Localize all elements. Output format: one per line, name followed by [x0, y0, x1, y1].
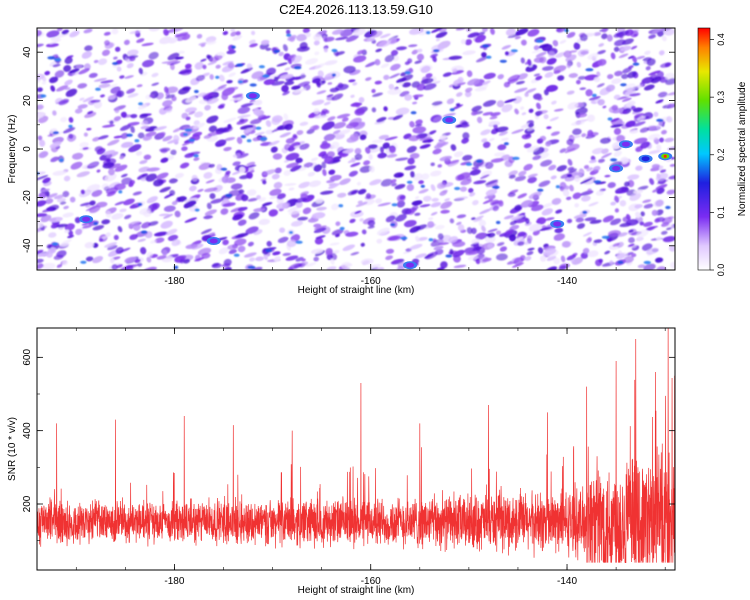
spectrogram-y-axis-label: Frequency (Hz) [7, 115, 18, 184]
figure-title: C2E4.2026.113.13.59.G10 [279, 2, 433, 17]
hotspot-8 [406, 262, 414, 268]
colorbar-ticks: 0.0 0.1 0.2 0.3 0.4 [710, 33, 726, 276]
y-tick-label: -20 [22, 190, 33, 205]
colorbar: 0.0 0.1 0.2 0.3 0.4 Normalized spectral ampl… [697, 27, 748, 276]
spectrogram-texture [37, 28, 675, 270]
y-tick-label: 200 [22, 495, 33, 512]
hotspot-peak [663, 154, 667, 158]
y-tick-label: 40 [22, 46, 33, 58]
x-tick-label: -160 [361, 276, 381, 287]
hotspot-3 [612, 165, 621, 171]
snr-axes: -180 -160 -140 200 400 600 [22, 328, 675, 587]
y-tick-label: 20 [22, 95, 33, 107]
colorbar-label: Normalized spectral amplitude [737, 81, 748, 216]
y-tick-label: 600 [22, 349, 33, 366]
hotspot-6 [445, 117, 454, 123]
hotspot-7 [553, 221, 562, 227]
snr-frame [36, 327, 676, 571]
y-tick-label: 0 [22, 146, 33, 152]
x-tick-label: -160 [361, 576, 381, 587]
snr-y-axis-label: SNR (10 * v/v) [7, 417, 18, 481]
snr-panel: -180 -160 -140 200 400 600 Height of straight… [7, 327, 676, 596]
spectrogram-axes: -180 -160 -140 -40 -20 0 20 40 [22, 27, 675, 287]
x-tick-label: -140 [557, 576, 577, 587]
spectrogram-x-axis-label: Height of straight line (km) [298, 285, 415, 296]
hotspot-1 [641, 156, 650, 162]
x-tick-label: -180 [164, 276, 184, 287]
x-tick-label: -180 [164, 576, 184, 587]
hotspot-4 [82, 216, 91, 222]
snr-series-line [37, 328, 675, 564]
colorbar-tick-label: 0.2 [716, 149, 726, 162]
colorbar-tick-label: 0.1 [716, 206, 726, 219]
y-tick-label: -40 [22, 238, 33, 253]
colorbar-gradient [697, 27, 711, 271]
hotspot-0 [621, 141, 630, 147]
colorbar-tick-label: 0.3 [716, 91, 726, 104]
spectrogram-hotspots [79, 91, 673, 270]
snr-x-axis-label: Height of straight line (km) [298, 585, 415, 596]
hotspot-9 [209, 238, 218, 244]
colorbar-tick-label: 0.4 [716, 33, 726, 46]
hotspot-5 [248, 93, 257, 99]
colorbar-tick-label: 0.0 [716, 264, 726, 277]
x-tick-label: -140 [557, 276, 577, 287]
y-tick-label: 400 [22, 422, 33, 439]
spectrogram-panel: -180 -160 -140 -40 -20 0 20 40 Height of straig… [7, 27, 676, 296]
